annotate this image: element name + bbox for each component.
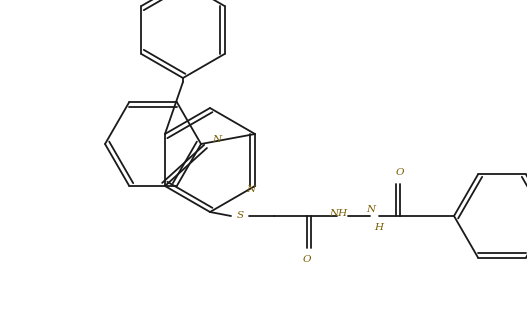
Text: O: O	[302, 255, 311, 264]
Text: O: O	[396, 169, 404, 177]
Text: S: S	[237, 211, 243, 220]
Text: NH: NH	[329, 209, 347, 217]
Text: N: N	[366, 205, 376, 215]
Text: N: N	[212, 135, 221, 145]
Text: N: N	[247, 185, 256, 193]
Text: H: H	[375, 222, 384, 232]
